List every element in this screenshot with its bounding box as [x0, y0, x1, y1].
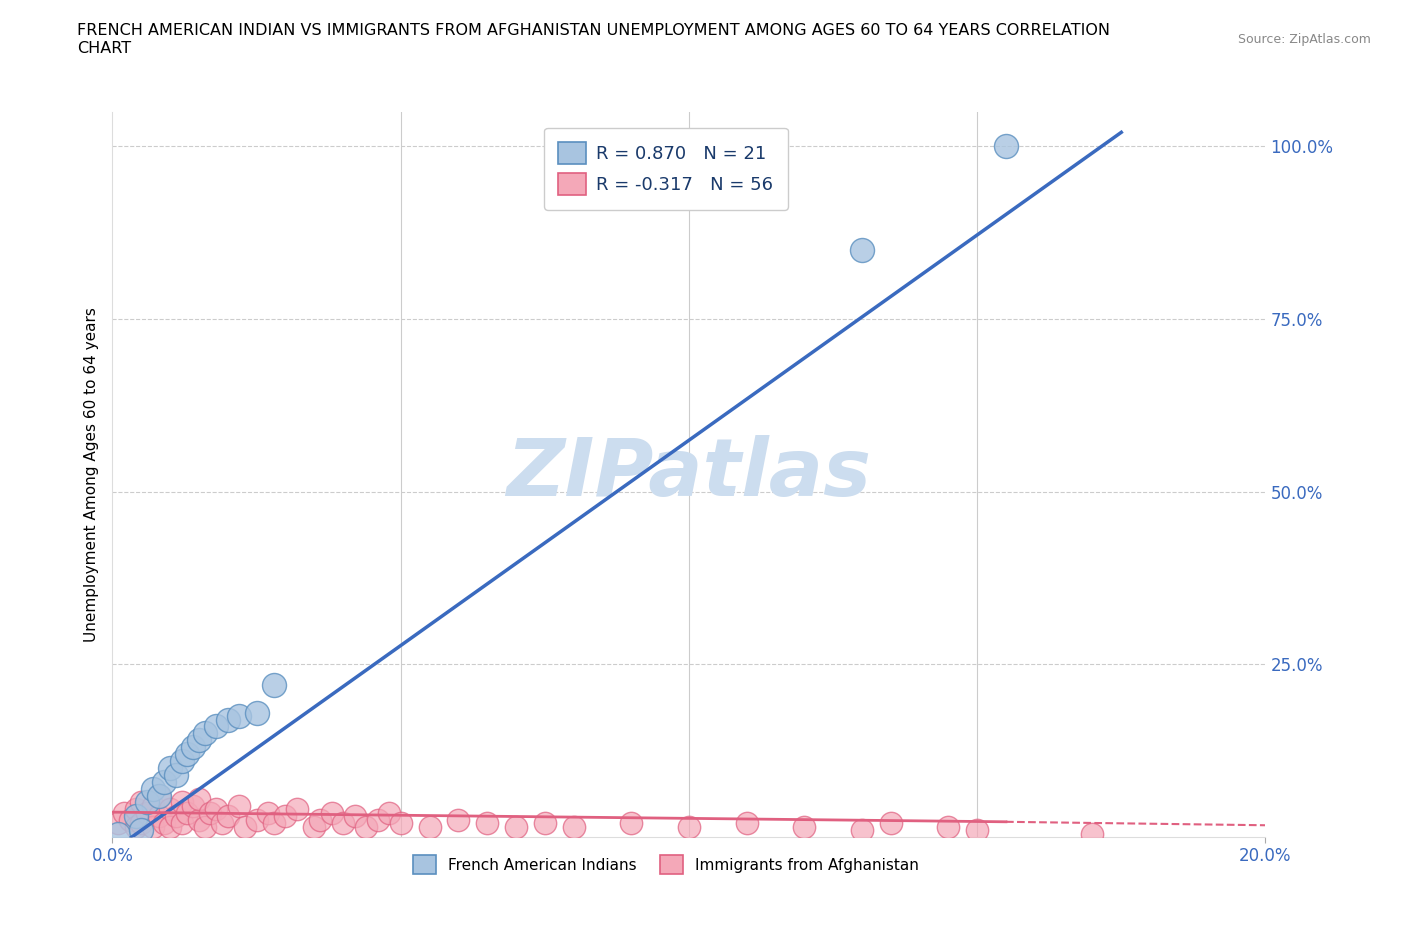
Point: [136, 805, 159, 820]
Legend: French American Indians, Immigrants from Afghanistan: French American Indians, Immigrants from…: [406, 849, 925, 880]
Point: [176, 747, 198, 762]
Point: [851, 823, 873, 838]
Point: [263, 678, 285, 693]
Point: [217, 712, 239, 727]
Point: [129, 795, 153, 810]
Point: [181, 799, 204, 814]
Point: [148, 809, 170, 824]
Point: [620, 816, 643, 830]
Point: [228, 709, 250, 724]
Point: [159, 802, 181, 817]
Point: [112, 805, 135, 820]
Point: [343, 809, 366, 824]
Point: [304, 819, 326, 834]
Point: [148, 788, 170, 803]
Point: [124, 819, 146, 834]
Point: [228, 799, 250, 814]
Point: [263, 816, 285, 830]
Point: [309, 812, 332, 827]
Point: [793, 819, 815, 834]
Point: [170, 816, 193, 830]
Point: [475, 816, 499, 830]
Point: [124, 809, 146, 824]
Point: [159, 819, 181, 834]
Point: [118, 812, 141, 827]
Point: [354, 819, 377, 834]
Point: [274, 809, 297, 824]
Text: ZIPatlas: ZIPatlas: [506, 435, 872, 513]
Point: [153, 775, 176, 790]
Point: [136, 795, 159, 810]
Point: [142, 819, 165, 834]
Point: [153, 816, 176, 830]
Point: [447, 812, 470, 827]
Point: [246, 705, 269, 720]
Point: [995, 139, 1018, 153]
Point: [936, 819, 959, 834]
Point: [129, 816, 153, 830]
Point: [678, 819, 700, 834]
Point: [246, 812, 269, 827]
Point: [159, 761, 181, 776]
Point: [367, 812, 389, 827]
Text: Source: ZipAtlas.com: Source: ZipAtlas.com: [1237, 33, 1371, 46]
Point: [332, 816, 354, 830]
Point: [211, 816, 233, 830]
Point: [562, 819, 585, 834]
Point: [205, 719, 228, 734]
Point: [880, 816, 903, 830]
Point: [176, 805, 198, 820]
Point: [107, 816, 129, 830]
Point: [142, 799, 165, 814]
Point: [107, 826, 129, 841]
Point: [188, 812, 211, 827]
Point: [205, 802, 228, 817]
Point: [389, 816, 412, 830]
Y-axis label: Unemployment Among Ages 60 to 64 years: Unemployment Among Ages 60 to 64 years: [83, 307, 98, 642]
Point: [735, 816, 758, 830]
Point: [1081, 826, 1104, 841]
Point: [966, 823, 988, 838]
Point: [851, 243, 873, 258]
Point: [142, 781, 165, 796]
Point: [148, 788, 170, 803]
Text: FRENCH AMERICAN INDIAN VS IMMIGRANTS FROM AFGHANISTAN UNEMPLOYMENT AMONG AGES 60: FRENCH AMERICAN INDIAN VS IMMIGRANTS FRO…: [77, 23, 1111, 56]
Point: [165, 809, 187, 824]
Point: [124, 802, 146, 817]
Point: [170, 753, 193, 768]
Point: [165, 767, 187, 782]
Point: [321, 805, 343, 820]
Point: [257, 805, 280, 820]
Point: [188, 733, 211, 748]
Point: [285, 802, 308, 817]
Point: [181, 739, 204, 754]
Point: [419, 819, 441, 834]
Point: [534, 816, 557, 830]
Point: [188, 791, 211, 806]
Point: [233, 819, 256, 834]
Point: [129, 823, 153, 838]
Point: [194, 819, 217, 834]
Point: [170, 795, 193, 810]
Point: [505, 819, 527, 834]
Point: [200, 805, 222, 820]
Point: [378, 805, 401, 820]
Point: [217, 809, 239, 824]
Point: [194, 726, 217, 741]
